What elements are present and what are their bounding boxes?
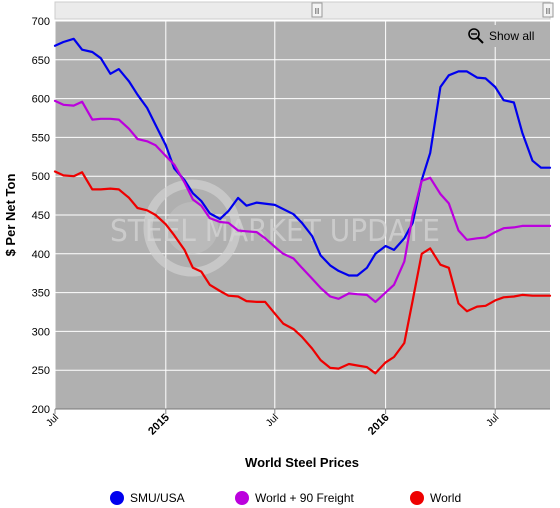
series-line-1 bbox=[53, 99, 552, 303]
show-all-button[interactable]: Show all bbox=[462, 25, 544, 47]
y-tick-label: 300 bbox=[32, 326, 50, 338]
x-tick-label: Jul bbox=[484, 412, 501, 429]
navigator-left-handle-grip: II bbox=[315, 7, 319, 16]
y-tick-label: 400 bbox=[32, 249, 50, 261]
y-axis-title: $ Per Net Ton bbox=[3, 174, 18, 257]
legend-label[interactable]: SMU/USA bbox=[130, 491, 185, 505]
x-tick-label: 2016 bbox=[366, 412, 392, 438]
legend-marker[interactable] bbox=[410, 491, 424, 505]
navigator-left-handle[interactable] bbox=[311, 2, 323, 18]
show-all-label[interactable]: Show all bbox=[489, 29, 534, 43]
zoom-out-icon bbox=[468, 28, 480, 40]
navigator-right-handle-grip: II bbox=[546, 7, 550, 16]
series-line-0 bbox=[53, 37, 552, 277]
watermark-text: STEEL MARKET UPDATE bbox=[110, 214, 440, 249]
x-axis: Jul 2015 Jul 2016 Jul bbox=[44, 408, 550, 438]
x-tick-label: 2015 bbox=[146, 412, 172, 438]
navigator-right-handle[interactable] bbox=[542, 2, 554, 18]
y-tick-label: 250 bbox=[32, 365, 50, 377]
zoom-out-icon-handle bbox=[477, 37, 484, 44]
legend-label[interactable]: World bbox=[430, 491, 461, 505]
y-tick-label: 700 bbox=[32, 16, 50, 28]
y-tick-label: 450 bbox=[32, 210, 50, 222]
legend-label[interactable]: World + 90 Freight bbox=[255, 491, 354, 505]
y-axis: 200 250 300 350 400 450 500 550 600 650 700 bbox=[32, 16, 50, 416]
y-tick-label: 600 bbox=[32, 94, 50, 106]
series-lines bbox=[53, 37, 552, 375]
legend-marker[interactable] bbox=[235, 491, 249, 505]
series-line-2 bbox=[53, 170, 552, 375]
y-tick-label: 650 bbox=[32, 55, 50, 67]
legend-item-0[interactable]: SMU/USA bbox=[110, 491, 185, 505]
y-tick-label: 500 bbox=[32, 171, 50, 183]
legend-item-2[interactable]: World bbox=[410, 491, 461, 505]
x-axis-title: World Steel Prices bbox=[245, 455, 359, 470]
y-tick-label: 550 bbox=[32, 132, 50, 144]
legend-marker[interactable] bbox=[110, 491, 124, 505]
y-tick-label: 350 bbox=[32, 288, 50, 300]
legend: SMU/USA World + 90 Freight World bbox=[110, 491, 461, 505]
x-tick-label: Jul bbox=[264, 412, 281, 429]
y-tick-label: 200 bbox=[32, 404, 50, 416]
navigator-track[interactable] bbox=[54, 1, 551, 20]
legend-item-1[interactable]: World + 90 Freight bbox=[235, 491, 354, 505]
